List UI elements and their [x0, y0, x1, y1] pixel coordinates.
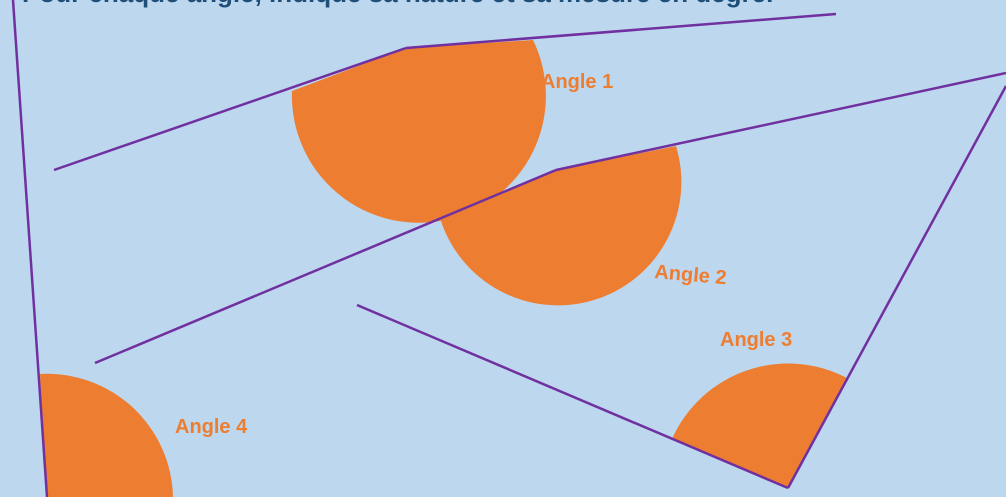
angle-4-label: Angle 4: [175, 416, 248, 438]
angle-3-ray-right: [786, 85, 1006, 489]
angle-3-ray-left: [356, 303, 789, 490]
instruction-title: Pour chaque angle, indique sa nature et …: [22, 0, 773, 8]
angle-1-ray-right: [405, 12, 837, 50]
angle-1-arc: [291, 40, 546, 223]
angle-2-ray-left: [94, 168, 557, 365]
angle-3-label: Angle 3: [720, 329, 792, 351]
angle-1-label: Angle 1: [541, 71, 613, 93]
angle-4-ray: [11, 0, 49, 497]
angle-2-ray-right: [555, 71, 1006, 172]
angle-1-ray-left: [53, 46, 407, 172]
angle-2-label: Angle 2: [654, 261, 728, 289]
angle-4-arc: [40, 373, 173, 497]
angle-2-arc: [440, 146, 682, 306]
